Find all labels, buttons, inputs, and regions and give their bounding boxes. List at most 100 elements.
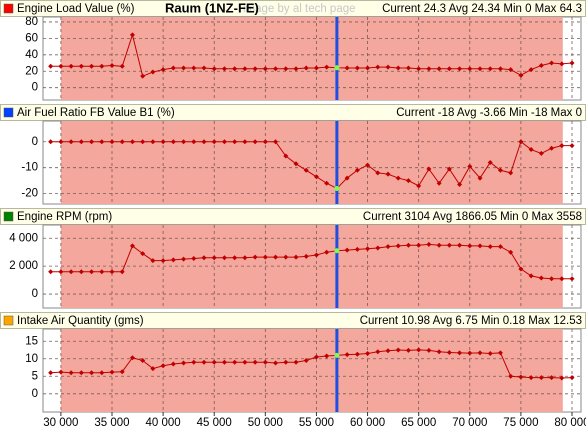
- data-point: [405, 178, 411, 184]
- data-point: [191, 139, 197, 145]
- data-point: [518, 72, 524, 78]
- panel-stats: Current 24.3 Avg 24.34 Min 0 Max 64.3: [382, 3, 582, 15]
- data-point: [48, 370, 54, 376]
- data-point: [293, 66, 299, 72]
- data-point: [436, 242, 442, 248]
- data-point: [232, 255, 238, 261]
- data-point: [211, 359, 217, 365]
- data-point: [416, 347, 422, 353]
- x-tick-label: 45 000: [197, 417, 232, 429]
- data-point: [283, 153, 289, 159]
- legend-swatch: [3, 315, 14, 326]
- data-point: [528, 147, 534, 153]
- data-point: [78, 139, 84, 145]
- data-point: [303, 167, 309, 173]
- data-point: [48, 269, 54, 275]
- y-tick-label: -10: [21, 162, 38, 174]
- data-point: [99, 370, 105, 376]
- data-point: [508, 170, 514, 176]
- data-point: [201, 255, 207, 261]
- data-point: [446, 349, 452, 355]
- data-point: [283, 254, 289, 260]
- highlight-range: [60, 329, 563, 412]
- data-point: [385, 64, 391, 70]
- data-point: [119, 269, 125, 275]
- data-point: [68, 63, 74, 69]
- data-point: [569, 60, 575, 66]
- data-point: [538, 62, 544, 68]
- data-point: [78, 370, 84, 376]
- data-point: [150, 139, 156, 145]
- data-point: [324, 353, 330, 359]
- data-point: [242, 359, 248, 365]
- data-point: [446, 242, 452, 248]
- data-point: [538, 150, 544, 156]
- data-point: [569, 143, 575, 149]
- data-point: [497, 350, 503, 356]
- y-tick-label: 0: [32, 288, 38, 300]
- data-point: [365, 65, 371, 71]
- data-point: [150, 258, 156, 264]
- data-point: [375, 349, 381, 355]
- data-point: [119, 63, 125, 69]
- data-point: [354, 65, 360, 71]
- data-point: [477, 243, 483, 249]
- panel-stats: Current -18 Avg -3.66 Min -18 Max 0: [396, 107, 582, 119]
- data-point: [467, 66, 473, 72]
- data-point: [232, 359, 238, 365]
- data-point: [283, 359, 289, 365]
- data-point: [293, 254, 299, 260]
- data-point: [140, 251, 146, 257]
- data-point: [150, 366, 156, 372]
- data-point: [436, 180, 442, 186]
- legend-swatch: [3, 107, 14, 118]
- x-tick-label: 75 000: [503, 417, 538, 429]
- panel-title: Engine Load Value (%): [17, 3, 135, 15]
- data-point: [477, 66, 483, 72]
- y-tick-label: 2 000: [9, 260, 38, 272]
- data-point: [324, 64, 330, 70]
- data-point: [487, 351, 493, 357]
- data-point: [262, 139, 268, 145]
- y-tick-label: 60: [25, 32, 38, 44]
- data-point: [426, 241, 432, 247]
- data-point: [109, 369, 115, 375]
- data-point: [150, 69, 156, 75]
- data-point: [375, 245, 381, 251]
- data-point: [467, 350, 473, 356]
- data-point: [68, 370, 74, 376]
- data-point: [508, 373, 514, 379]
- data-point: [416, 242, 422, 248]
- legend-swatch: [3, 211, 14, 222]
- data-point: [170, 65, 176, 71]
- data-point: [170, 257, 176, 263]
- data-point: [365, 162, 371, 168]
- data-point: [129, 355, 135, 361]
- data-point: [211, 139, 217, 145]
- data-point: [221, 255, 227, 261]
- data-point: [426, 66, 432, 72]
- data-point: [497, 66, 503, 72]
- data-point: [252, 66, 258, 72]
- data-point: [549, 60, 555, 66]
- data-point: [528, 375, 534, 381]
- data-point: [416, 183, 422, 189]
- data-point: [569, 276, 575, 282]
- data-point: [181, 360, 187, 366]
- data-point: [508, 249, 514, 255]
- x-tick-label: 55 000: [299, 417, 334, 429]
- highlight-range: [60, 17, 563, 100]
- data-point: [201, 359, 207, 365]
- data-point: [497, 244, 503, 250]
- data-point: [140, 358, 146, 364]
- x-tick-label: 40 000: [146, 417, 181, 429]
- data-point: [273, 254, 279, 260]
- data-point: [160, 67, 166, 73]
- data-point: [283, 66, 289, 72]
- data-point: [436, 66, 442, 72]
- data-point: [365, 246, 371, 252]
- data-point: [191, 255, 197, 261]
- data-line: [50, 349, 573, 379]
- data-point: [313, 354, 319, 360]
